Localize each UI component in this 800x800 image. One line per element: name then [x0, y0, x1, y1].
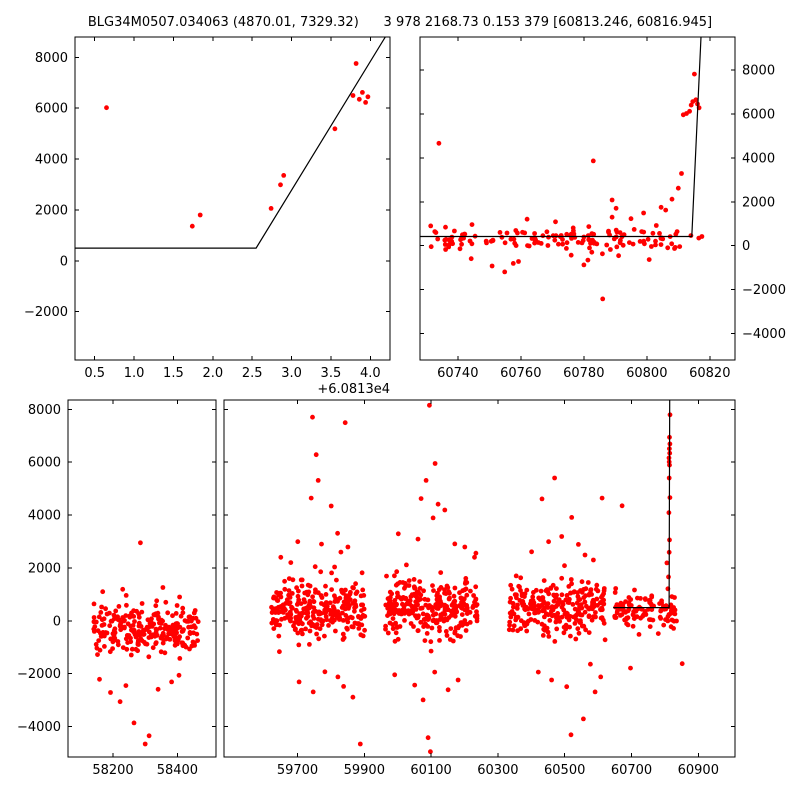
season-zoom-panel-axes-frame: [419, 36, 736, 361]
x-tick-label: 60740: [437, 366, 478, 381]
peak-zoom-panel: 0.5 1.0 1.5 2.0 2.5 3.0 3.5 4.0 −2000 0 2000 4000 60…: [24, 36, 391, 397]
y-tick-label: 8000: [28, 403, 61, 418]
full-lightcurve-left-panel: 58200 58400 −4000 −2000 0 2000 4000 6000 8000: [17, 399, 217, 778]
x-tick-label: 0.5: [84, 366, 105, 381]
x-tick-label: 2.0: [202, 366, 223, 381]
y-tick-label: 2000: [742, 195, 775, 210]
y-tick-label: 2000: [35, 203, 68, 218]
x-tick-label: 60900: [678, 763, 719, 778]
y-tick-label: 6000: [742, 107, 775, 122]
y-tick-label: 6000: [35, 102, 68, 117]
y-tick-label: 0: [60, 254, 68, 269]
full-lightcurve-left-panel-tick-labels: 58200 58400 −4000 −2000 0 2000 4000 6000 8000: [17, 403, 198, 778]
peak-zoom-panel-data-points: [104, 61, 371, 229]
y-tick-label: −4000: [17, 720, 61, 735]
x-tick-label: 60100: [410, 763, 451, 778]
y-tick-label: 4000: [28, 509, 61, 524]
season-zoom-panel-model-line: [420, 37, 702, 238]
y-tick-label: 8000: [742, 64, 775, 79]
y-tick-label: 0: [742, 239, 750, 254]
peak-zoom-panel-axes-frame: [74, 36, 391, 361]
x-tick-label: 2.5: [242, 366, 263, 381]
x-tick-label: 58200: [92, 763, 133, 778]
full-lightcurve-right-panel-tick-labels: 59700 59900 60100 60300 60500 60700 60900: [277, 763, 719, 778]
x-tick-label: 58400: [157, 763, 198, 778]
y-tick-label: −2000: [17, 667, 61, 682]
peak-zoom-panel-tick-labels: 0.5 1.0 1.5 2.0 2.5 3.0 3.5 4.0 −2000 0 2000 4000 60…: [24, 51, 390, 397]
x-tick-label: 3.5: [321, 366, 342, 381]
x-tick-label: 3.0: [281, 366, 302, 381]
y-tick-label: 4000: [742, 151, 775, 166]
x-tick-label: 60700: [611, 763, 652, 778]
full-lightcurve-right-panel-model-line: [613, 400, 671, 609]
peak-zoom-panel-model-line: [75, 37, 387, 249]
y-tick-label: 8000: [35, 51, 68, 66]
x-tick-label: 1.5: [163, 366, 184, 381]
season-zoom-panel: 60740 60760 60780 60800 60820 −4000 −2000 0 2000…: [419, 36, 786, 382]
x-tick-label: 60300: [477, 763, 518, 778]
full-lightcurve-left-panel-data-points: [91, 540, 201, 747]
x-tick-label: 60820: [689, 366, 730, 381]
x-tick-label: 60780: [563, 366, 604, 381]
x-tick-label: 60800: [626, 366, 667, 381]
y-tick-label: 0: [53, 614, 61, 629]
x-axis-offset-label: +6.0813e4: [317, 382, 390, 397]
season-zoom-panel-data-points: [428, 71, 705, 302]
y-tick-label: −2000: [24, 305, 68, 320]
figure-title: BLG34M0507.034063 (4870.01, 7329.32) 3 9…: [87, 15, 713, 30]
y-tick-label: −2000: [742, 283, 786, 298]
y-tick-label: 6000: [28, 456, 61, 471]
x-tick-label: 4.0: [360, 366, 381, 381]
full-lightcurve-left-panel-axes-frame: [67, 399, 217, 758]
y-tick-label: −4000: [742, 327, 786, 342]
x-tick-label: 59900: [344, 763, 385, 778]
y-tick-label: 2000: [28, 561, 61, 576]
x-tick-label: 59700: [277, 763, 318, 778]
x-tick-label: 1.0: [124, 366, 145, 381]
y-tick-label: 4000: [35, 153, 68, 168]
season-zoom-panel-tick-labels: 60740 60760 60780 60800 60820 −4000 −2000 0 2000…: [437, 64, 786, 382]
x-tick-label: 60760: [500, 366, 541, 381]
full-lightcurve-right-panel-axes-frame: [223, 399, 736, 758]
full-lightcurve-right-panel: 59700 59900 60100 60300 60500 60700 60900: [223, 399, 736, 778]
x-tick-label: 60500: [544, 763, 585, 778]
full-lightcurve-right-panel-data-points: [269, 402, 685, 755]
